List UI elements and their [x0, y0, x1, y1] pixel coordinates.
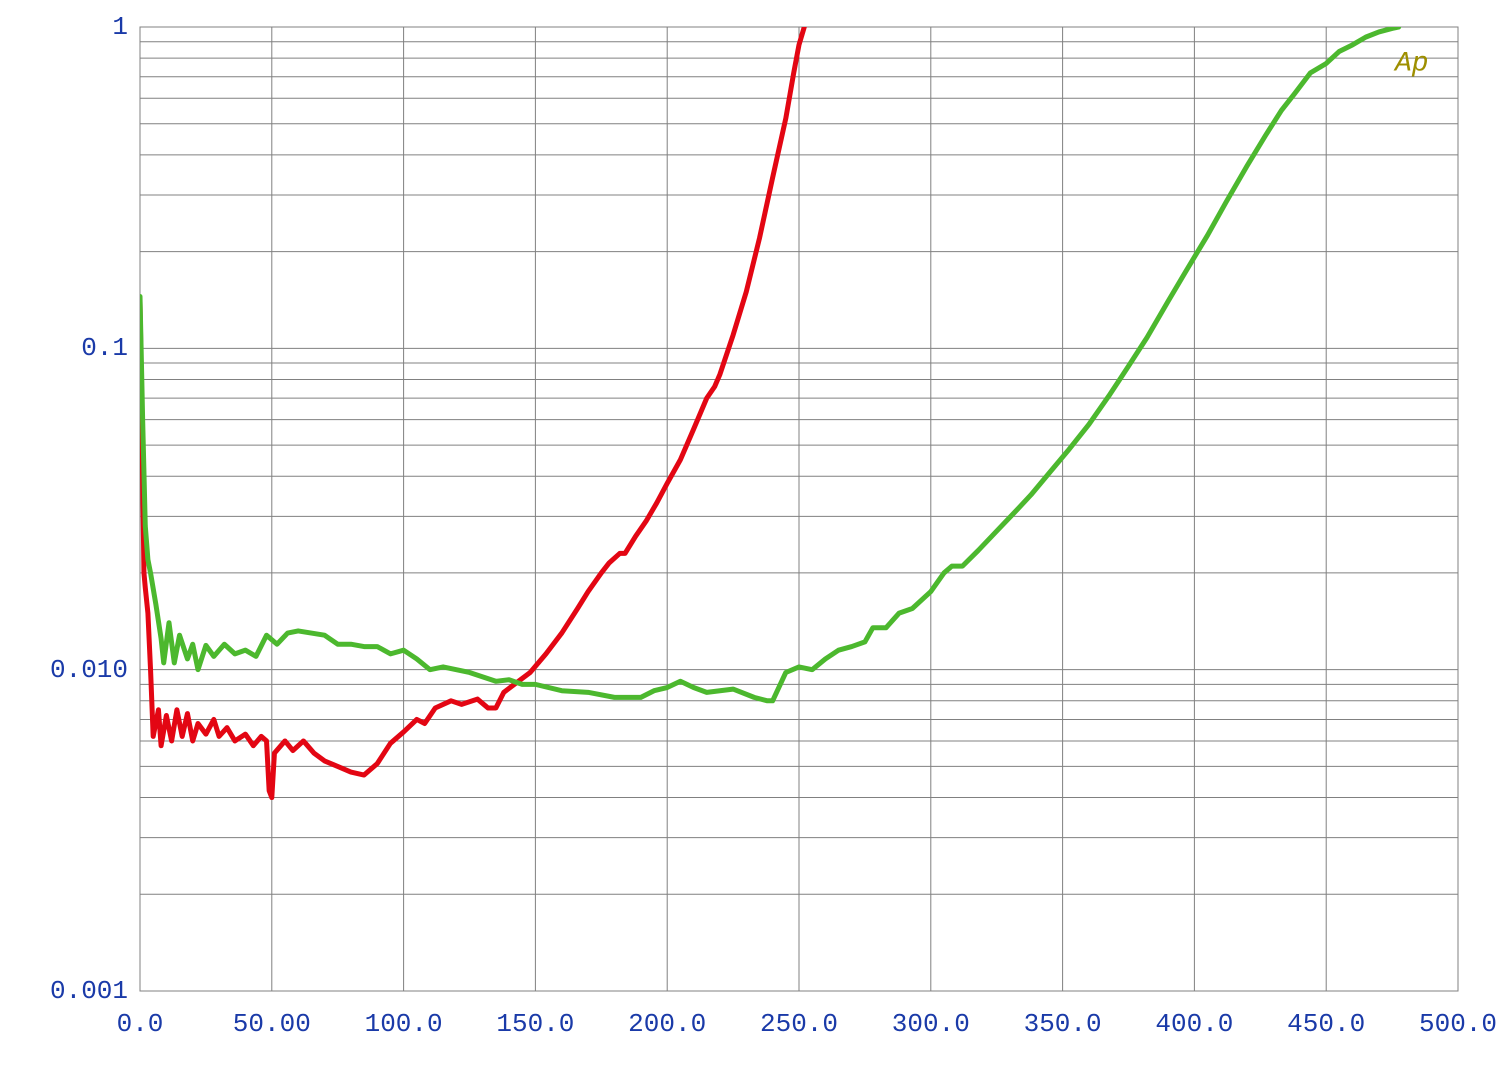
chart-container: Ap 0.050.00100.0150.0200.0250.0300.0350.…: [0, 0, 1500, 1073]
line-chart: [0, 0, 1500, 1073]
